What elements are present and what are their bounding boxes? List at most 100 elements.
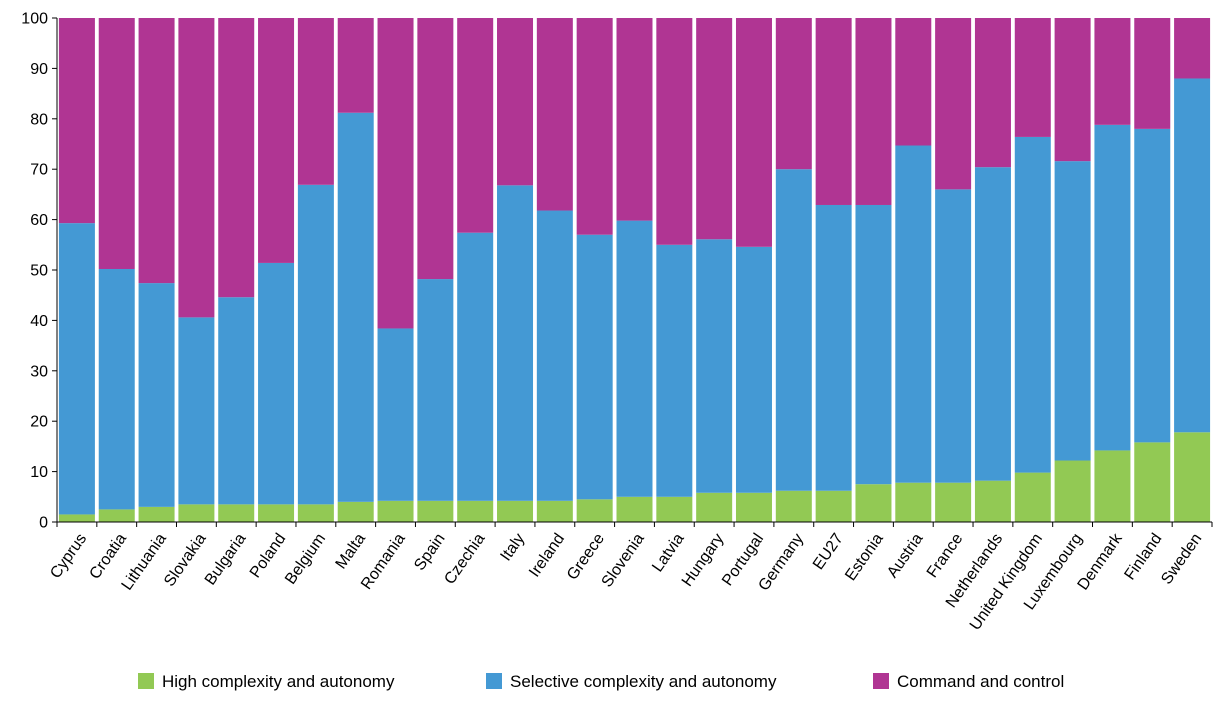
bar-stack-portugal [735, 18, 772, 522]
y-tick-label: 90 [30, 61, 48, 78]
bar-segment-high-complexity-and-autonomy-italy [497, 500, 534, 522]
bar-segment-command-and-control-italy [497, 18, 534, 186]
bar-stack-ireland [536, 18, 573, 522]
bar-segment-command-and-control-latvia [656, 18, 693, 245]
bar-segment-selective-complexity-and-autonomy-finland [1134, 128, 1171, 443]
bar-segment-selective-complexity-and-autonomy-netherlands [974, 167, 1011, 481]
bar-stack-germany [775, 18, 812, 522]
bar-segment-command-and-control-germany [775, 18, 812, 170]
bar-segment-command-and-control-bulgaria [218, 18, 255, 298]
x-tick-label-austria: Austria [884, 530, 927, 581]
x-tick-label-cyprus: Cyprus [47, 531, 90, 582]
bar-stack-spain [417, 18, 454, 522]
bar-segment-selective-complexity-and-autonomy-eu27 [815, 204, 852, 491]
bar-segment-command-and-control-hungary [696, 18, 733, 240]
bar-segment-selective-complexity-and-autonomy-belgium [297, 184, 334, 505]
bar-segment-command-and-control-croatia [98, 18, 135, 269]
bar-segment-high-complexity-and-autonomy-poland [258, 504, 295, 522]
y-tick-label: 10 [30, 464, 48, 481]
bar-stack-hungary [696, 18, 733, 522]
y-tick-labels: 0 10 20 30 40 50 60 70 80 90 100 [21, 11, 48, 532]
bar-segment-high-complexity-and-autonomy-czechia [457, 500, 494, 522]
bar-segment-command-and-control-czechia [457, 18, 494, 233]
bar-stack-romania [377, 18, 414, 522]
bar-segment-high-complexity-and-autonomy-greece [576, 499, 613, 522]
bar-segment-high-complexity-and-autonomy-cyprus [58, 514, 95, 522]
bar-segment-high-complexity-and-autonomy-denmark [1094, 450, 1131, 522]
legend-label-command-control: Command and control [897, 672, 1064, 691]
legend-swatch-high-complexity [138, 673, 154, 689]
bar-segment-command-and-control-france [935, 18, 972, 190]
x-tick-label-italy: Italy [498, 531, 529, 565]
x-tick-label-poland: Poland [247, 531, 290, 582]
bar-segment-command-and-control-austria [895, 18, 932, 146]
y-tick-label: 70 [30, 162, 48, 179]
bar-segment-high-complexity-and-autonomy-romania [377, 500, 414, 522]
bar-segment-high-complexity-and-autonomy-estonia [855, 484, 892, 522]
x-tick-label-croatia: Croatia [87, 530, 131, 582]
y-tick-label: 0 [39, 515, 48, 532]
bar-segment-selective-complexity-and-autonomy-austria [895, 145, 932, 483]
bar-segment-command-and-control-denmark [1094, 18, 1131, 125]
bar-segment-selective-complexity-and-autonomy-cyprus [58, 223, 95, 515]
y-tick-label: 40 [30, 313, 48, 330]
bar-segment-selective-complexity-and-autonomy-slovenia [616, 220, 653, 497]
bar-segment-selective-complexity-and-autonomy-hungary [696, 239, 733, 493]
y-tick-label: 100 [21, 11, 48, 28]
bar-stack-france [935, 18, 972, 522]
bar-stack-latvia [656, 18, 693, 522]
bar-segment-command-and-control-eu27 [815, 18, 852, 205]
bar-segment-selective-complexity-and-autonomy-slovakia [178, 317, 215, 505]
bar-segment-command-and-control-estonia [855, 18, 892, 205]
bar-segment-high-complexity-and-autonomy-slovakia [178, 504, 215, 522]
bar-segment-high-complexity-and-autonomy-france [935, 482, 972, 522]
bar-stack-italy [497, 18, 534, 522]
x-tick-label-malta: Malta [333, 530, 369, 572]
bar-stack-denmark [1094, 18, 1131, 522]
bar-segment-high-complexity-and-autonomy-portugal [735, 492, 772, 522]
x-tick-label-estonia: Estonia [842, 530, 887, 584]
bar-segment-high-complexity-and-autonomy-croatia [98, 509, 135, 522]
bar-segment-command-and-control-poland [258, 18, 295, 263]
bar-segment-selective-complexity-and-autonomy-romania [377, 328, 414, 501]
bar-stack-bulgaria [218, 18, 255, 522]
bar-stack-malta [337, 18, 374, 522]
bar-segment-command-and-control-netherlands [974, 18, 1011, 168]
bar-segment-high-complexity-and-autonomy-netherlands [974, 480, 1011, 522]
bar-segment-high-complexity-and-autonomy-luxembourg [1054, 460, 1091, 522]
bar-segment-command-and-control-spain [417, 18, 454, 280]
axes-layer [52, 17, 1213, 527]
bar-segment-command-and-control-ireland [536, 18, 573, 211]
bar-segment-selective-complexity-and-autonomy-croatia [98, 268, 135, 510]
bar-segment-command-and-control-cyprus [58, 18, 95, 224]
bar-stack-eu27 [815, 18, 852, 522]
bar-segment-high-complexity-and-autonomy-lithuania [138, 506, 175, 522]
y-tick-label: 50 [30, 263, 48, 280]
bar-segment-high-complexity-and-autonomy-latvia [656, 496, 693, 522]
bar-segment-high-complexity-and-autonomy-united-kingdom [1014, 472, 1051, 522]
bar-segment-selective-complexity-and-autonomy-france [935, 189, 972, 483]
bar-segment-high-complexity-and-autonomy-hungary [696, 492, 733, 522]
bar-segment-command-and-control-finland [1134, 18, 1171, 129]
bar-segment-command-and-control-united-kingdom [1014, 18, 1051, 137]
x-tick-label-ireland: Ireland [526, 531, 568, 581]
bar-stack-lithuania [138, 18, 175, 522]
bar-segment-selective-complexity-and-autonomy-spain [417, 279, 454, 501]
bar-segment-selective-complexity-and-autonomy-sweden [1174, 78, 1211, 433]
bar-stack-united-kingdom [1014, 18, 1051, 522]
bar-stack-poland [258, 18, 295, 522]
legend-swatch-selective-complexity [486, 673, 502, 689]
x-tick-label-sweden: Sweden [1158, 531, 1205, 588]
bar-segment-selective-complexity-and-autonomy-czechia [457, 232, 494, 501]
bar-segment-selective-complexity-and-autonomy-malta [337, 112, 374, 502]
bar-segment-selective-complexity-and-autonomy-germany [775, 169, 812, 491]
bar-segment-selective-complexity-and-autonomy-luxembourg [1054, 161, 1091, 461]
bar-segment-high-complexity-and-autonomy-austria [895, 482, 932, 522]
x-tick-label-belgium: Belgium [282, 531, 329, 588]
x-tick-labels: CyprusCroatiaLithuaniaSlovakiaBulgariaPo… [47, 530, 1205, 634]
bar-segment-high-complexity-and-autonomy-ireland [536, 500, 573, 522]
bar-segment-command-and-control-sweden [1174, 18, 1211, 79]
x-tick-label-eu27: EU27 [810, 530, 847, 573]
